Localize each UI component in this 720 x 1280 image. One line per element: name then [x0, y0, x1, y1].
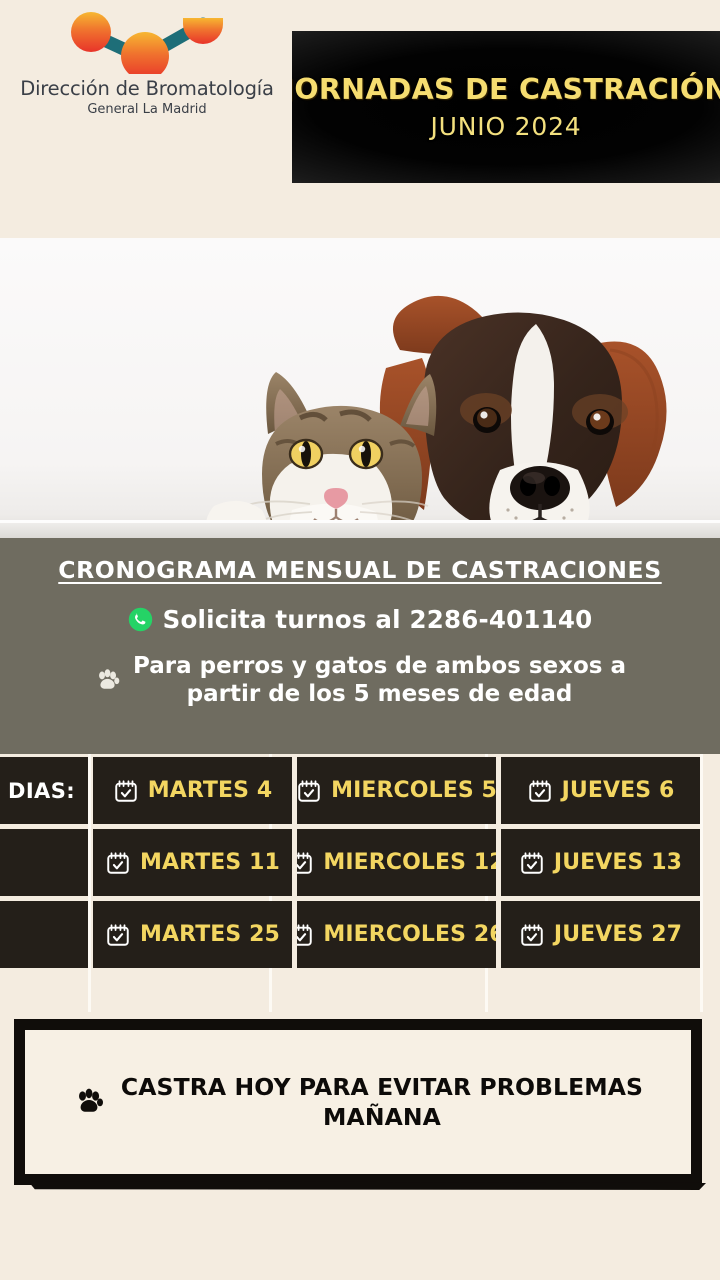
eligibility-line-2: partir de los 5 meses de edad: [186, 681, 573, 708]
gridline-4: [700, 754, 703, 1012]
schedule-date: MARTES 25: [140, 922, 280, 947]
days-label: DIAS:: [8, 778, 76, 803]
info-band: CRONOGRAMA MENSUAL DE CASTRACIONES Solic…: [0, 538, 720, 754]
cta-line-2: MAÑANA: [323, 1103, 441, 1131]
schedule-date: JUEVES 6: [561, 778, 675, 803]
schedule-date: MIERCOLES 12: [323, 850, 496, 875]
whatsapp-icon: [128, 607, 153, 632]
schedule-cell[interactable]: MARTES 4: [93, 757, 292, 824]
table-row: DIAS: MARTES 4 MIERCOLES 5: [0, 757, 700, 824]
banner-subtitle: JUNIO 2024: [430, 112, 582, 141]
calendar-check-icon: [527, 778, 553, 804]
schedule-cell[interactable]: JUEVES 6: [501, 757, 700, 824]
schedule-date: JUEVES 13: [553, 850, 683, 875]
calendar-check-icon: [297, 922, 314, 948]
schedule-cell[interactable]: MARTES 11: [93, 829, 292, 896]
cta-frame: [14, 1019, 702, 1185]
table-row: MARTES 25 MIERCOLES 26 JUEVES 27: [0, 901, 700, 968]
whatsapp-text: Solicita turnos al 2286-401140: [162, 605, 593, 634]
calendar-check-icon: [297, 778, 322, 804]
cta-content: CASTRA HOY PARA EVITAR PROBLEMAS MAÑANA: [25, 1030, 691, 1174]
calendar-check-icon: [113, 778, 139, 804]
schedule-date: MIERCOLES 5: [331, 778, 496, 803]
cta-brush-shadow: [28, 1181, 706, 1190]
eligibility-line-1: Para perros y gatos de ambos sexos a: [132, 653, 627, 679]
days-label-cell: DIAS:: [0, 757, 88, 824]
calendar-check-icon: [297, 850, 314, 876]
schedule-cell[interactable]: JUEVES 13: [501, 829, 700, 896]
calendar-check-icon: [105, 922, 131, 948]
schedule-date: MARTES 4: [147, 778, 273, 803]
empty-label-cell: [0, 901, 88, 968]
schedule-cell[interactable]: JUEVES 27: [501, 901, 700, 968]
schedule-table: DIAS: MARTES 4 MIERCOLES 5: [0, 757, 700, 968]
schedule-heading: CRONOGRAMA MENSUAL DE CASTRACIONES: [58, 556, 662, 584]
eligibility-text: Para perros y gatos de ambos sexos a par…: [133, 652, 626, 708]
schedule-date: MIERCOLES 26: [323, 922, 496, 947]
eligibility-line: Para perros y gatos de ambos sexos a par…: [0, 652, 720, 708]
schedule-date: JUEVES 27: [553, 922, 683, 947]
schedule-cell[interactable]: MIERCOLES 5: [297, 757, 496, 824]
empty-label-cell: [0, 829, 88, 896]
calendar-check-icon: [519, 850, 545, 876]
whatsapp-contact-line: Solicita turnos al 2286-401140: [0, 605, 720, 634]
paw-print-icon: [94, 667, 121, 694]
calendar-check-icon: [519, 922, 545, 948]
schedule-cell[interactable]: MIERCOLES 26: [297, 901, 496, 968]
cta-text: CASTRA HOY PARA EVITAR PROBLEMAS MAÑANA: [121, 1072, 643, 1132]
calendar-check-icon: [105, 850, 131, 876]
schedule-cell[interactable]: MIERCOLES 12: [297, 829, 496, 896]
organization-logo: Dirección de Bromatología General La Mad…: [8, 4, 286, 134]
schedule-date: MARTES 11: [140, 850, 280, 875]
logo-subtitle: General La Madrid: [87, 102, 207, 118]
cat-and-dog-photo: [0, 238, 720, 538]
call-to-action-box: CASTRA HOY PARA EVITAR PROBLEMAS MAÑANA: [14, 1019, 706, 1190]
gridline-1: [88, 754, 91, 1012]
title-banner: JORNADAS DE CASTRACIÓN JUNIO 2024: [292, 31, 720, 183]
cta-line-1: CASTRA HOY PARA EVITAR PROBLEMAS: [120, 1072, 644, 1101]
paw-print-icon: [73, 1086, 105, 1118]
banner-title: JORNADAS DE CASTRACIÓN: [292, 73, 720, 106]
header: Dirección de Bromatología General La Mad…: [0, 0, 720, 238]
molecule-logo-icon: [47, 6, 247, 74]
schedule-cell[interactable]: MARTES 25: [93, 901, 292, 968]
logo-title: Dirección de Bromatología: [20, 77, 274, 100]
table-row: MARTES 11 MIERCOLES 12 JUEVES 13: [0, 829, 700, 896]
